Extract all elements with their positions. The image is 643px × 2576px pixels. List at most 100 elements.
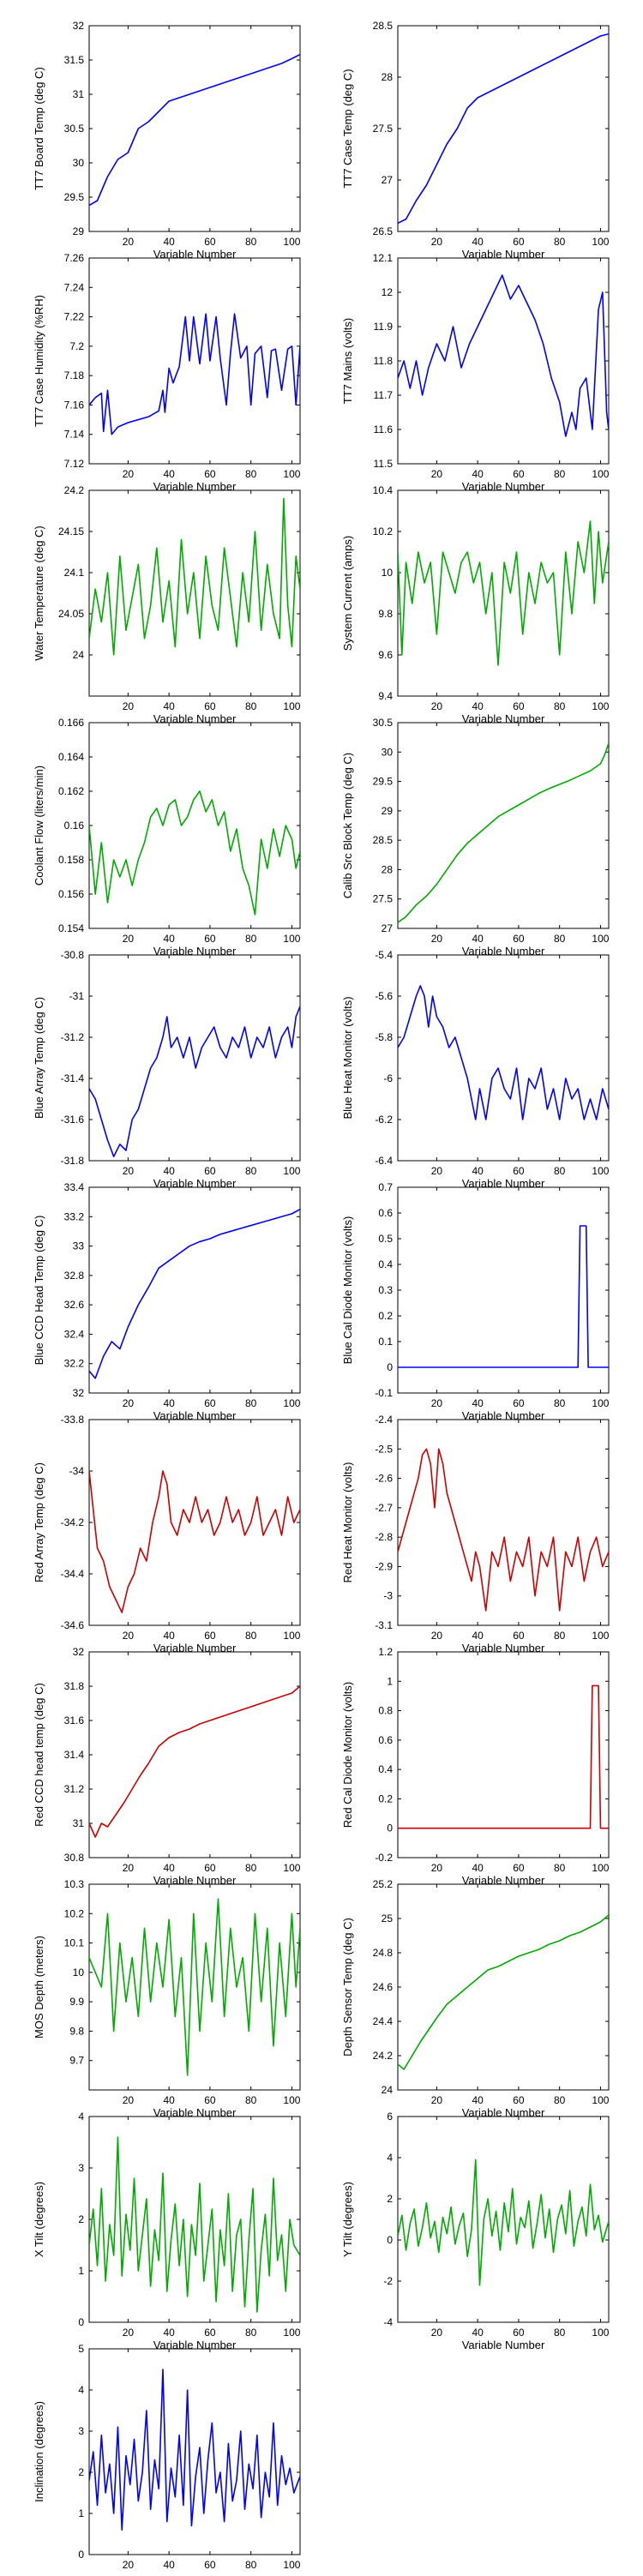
y-tick-label: 31.8	[64, 1680, 85, 1692]
chart-panel-12: -0.1 0 0.1 0.2 0.3 0.4 0.5 0.6 0.7 20 40 60 80 100 Var…	[341, 1181, 610, 1422]
x-tick-label: 40	[472, 933, 484, 945]
y-tick-label: 3	[78, 2425, 84, 2437]
y-tick-label: 9.8	[378, 608, 393, 620]
y-tick-label: 11.5	[374, 458, 394, 470]
y-tick-label: 0.1	[378, 1336, 393, 1348]
y-tick-label: 0.166	[58, 717, 84, 729]
y-tick-label: 9.6	[378, 649, 393, 661]
y-tick-label: 0	[387, 1361, 393, 1373]
series-line	[89, 53, 300, 207]
y-tick-label: -4	[383, 2316, 393, 2328]
plot-area	[88, 2348, 301, 2555]
y-axis-label: MOS Depth (meters)	[33, 1936, 45, 2039]
x-tick-label: 20	[431, 700, 443, 712]
x-tick-label: 60	[204, 1165, 216, 1177]
x-tick-label: 80	[554, 468, 566, 480]
x-tick-label: 80	[554, 2094, 566, 2106]
y-tick-label: 31.6	[64, 1714, 85, 1726]
y-tick-label: 0.4	[378, 1763, 393, 1775]
y-axis-label: Inclination (degrees)	[33, 2401, 45, 2502]
y-tick-label: 0.7	[378, 1181, 393, 1193]
y-tick-label: 32.4	[64, 1328, 85, 1340]
y-tick-label: 24.15	[58, 525, 84, 537]
y-tick-label: -5.8	[375, 1031, 393, 1043]
y-tick-label: 7.16	[64, 399, 85, 411]
y-tick-label: 28.5	[373, 20, 394, 32]
plot-area	[397, 1186, 610, 1394]
y-tick-label: 24.8	[373, 1947, 394, 1959]
plot-area	[397, 1883, 610, 2091]
y-tick-label: 31.2	[64, 1783, 85, 1795]
x-axis-label: Variable Number	[153, 2339, 237, 2351]
x-tick-label: 40	[472, 1165, 484, 1177]
x-axis-label: Variable Number	[462, 1874, 545, 1887]
x-tick-label: 20	[123, 1165, 135, 1177]
series-line	[89, 790, 300, 916]
y-tick-label: 29.5	[373, 776, 394, 788]
x-tick-label: 20	[431, 1862, 443, 1874]
x-tick-label: 60	[513, 1862, 525, 1874]
chart-panel-1: 29 29.5 30 30.5 31 31.5 32 20 40 60 80 100 Variable …	[33, 20, 301, 261]
x-tick-label: 40	[163, 2327, 175, 2339]
y-tick-label: 29.5	[64, 191, 85, 203]
chart-panel-5: 24 24.05 24.1 24.15 24.2 20 40 60 80 100 Variable …	[33, 484, 301, 725]
x-tick-label: 40	[163, 2559, 175, 2571]
x-axis-label: Variable Number	[462, 248, 545, 261]
y-axis-label: Blue CCD Head Temp (deg C)	[33, 1216, 45, 1366]
plot-area	[397, 489, 610, 697]
x-axis-label: Variable Number	[462, 2106, 545, 2119]
plot-area	[88, 1419, 301, 1626]
y-axis-label: System Current (amps)	[341, 536, 354, 651]
x-tick-label: 100	[283, 468, 300, 480]
chart-panel-17: 9.7 9.8 9.9 10 10.1 10.2 10.3 20 40 60 80 100 Variab…	[33, 1878, 301, 2119]
y-tick-label: -34.2	[61, 1516, 85, 1528]
y-tick-label: 9.8	[69, 2025, 84, 2037]
y-tick-label: 28	[382, 71, 394, 83]
y-tick-label: 10.2	[64, 1907, 85, 1919]
chart-panel-20: -4 -2 0 2 4 6 20 40 60 80 100 Variable Number Y Tilt…	[341, 2111, 610, 2351]
x-tick-label: 20	[431, 1397, 443, 1409]
y-tick-label: 33	[73, 1240, 85, 1252]
series-line	[89, 1898, 300, 2076]
chart-panel-19: 0 1 2 3 4 20 40 60 80 100 Variable Number X Tilt (d…	[33, 2111, 301, 2351]
y-axis-label: Blue Array Temp (deg C)	[33, 997, 45, 1119]
y-tick-label: 28.5	[373, 834, 394, 846]
plot-area	[88, 1186, 301, 1394]
y-tick-label: -34.6	[61, 1619, 85, 1631]
x-tick-label: 100	[592, 1165, 609, 1177]
y-tick-label: 0.162	[58, 785, 84, 797]
x-tick-label: 80	[245, 1397, 257, 1409]
y-tick-label: 27	[382, 922, 394, 934]
series-line	[398, 520, 609, 666]
y-tick-label: -34	[69, 1465, 85, 1477]
x-tick-label: 60	[513, 1397, 525, 1409]
y-tick-label: 24	[73, 649, 85, 661]
y-tick-label: 0.158	[58, 854, 84, 866]
y-tick-label: 24.1	[64, 567, 85, 579]
x-tick-label: 20	[123, 1397, 135, 1409]
x-tick-label: 40	[472, 236, 484, 248]
x-axis-label: Variable Number	[153, 1642, 237, 1654]
x-tick-label: 40	[163, 1862, 175, 1874]
x-tick-label: 40	[472, 1862, 484, 1874]
y-axis-label: Red CCD head temp (deg C)	[33, 1683, 45, 1827]
series-line	[89, 1470, 300, 1613]
series-line	[398, 1684, 609, 1829]
y-tick-label: 32.8	[64, 1270, 85, 1282]
y-tick-label: -6.4	[375, 1155, 393, 1167]
y-tick-label: 10.4	[373, 484, 394, 496]
y-tick-label: 26.5	[373, 225, 394, 237]
y-tick-label: -6.2	[375, 1114, 393, 1126]
y-tick-label: 33.4	[64, 1181, 85, 1193]
x-tick-label: 60	[204, 236, 216, 248]
y-tick-label: 0	[78, 2549, 84, 2561]
chart-panel-18: 24 24.2 24.4 24.6 24.8 25 25.2 20 40 60 80 100 Varia…	[341, 1878, 610, 2119]
chart-panel-10: -6.4 -6.2 -6 -5.8 -5.6 -5.4 20 40 60 80 100 Variabl…	[341, 949, 610, 1190]
y-tick-label: 3	[78, 2162, 84, 2174]
y-tick-label: 24.05	[58, 608, 84, 620]
x-tick-label: 40	[163, 700, 175, 712]
x-tick-label: 20	[431, 933, 443, 945]
y-tick-label: 10	[382, 567, 394, 579]
y-axis-label: TT7 Case Humidity (%RH)	[33, 295, 45, 427]
